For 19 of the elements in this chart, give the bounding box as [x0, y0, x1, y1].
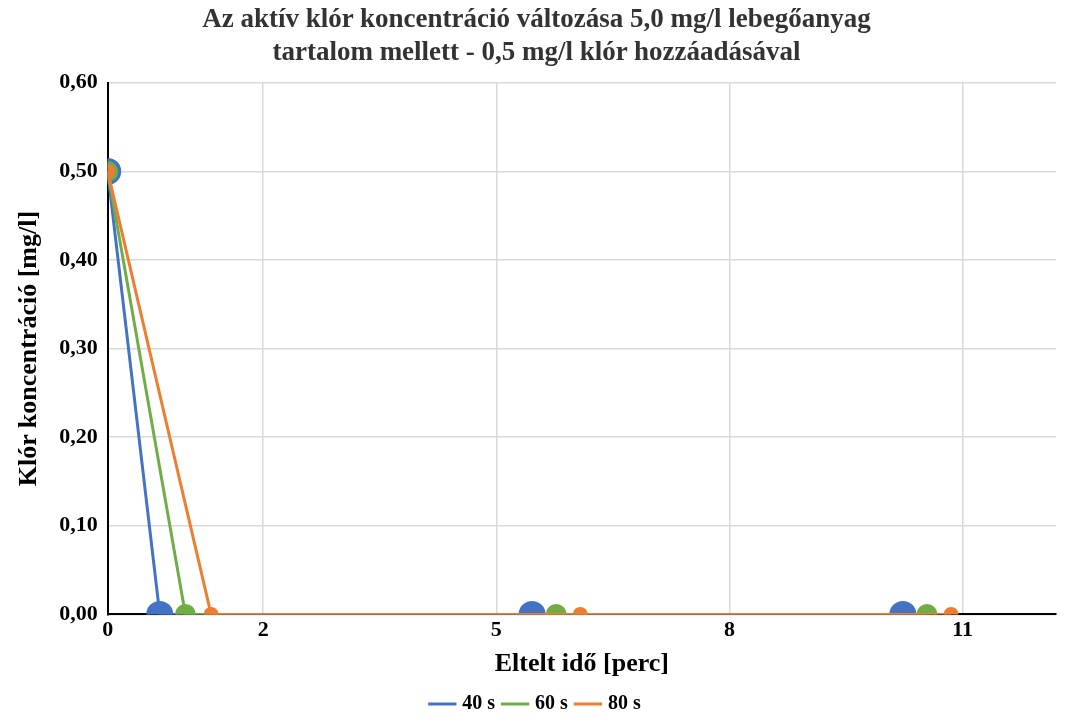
- y-tick-label: 0,60: [59, 68, 98, 94]
- y-tick-label: 0,50: [59, 157, 98, 183]
- text: Az aktív klór koncentráció változása 5,0 mg/l lebegőanyag: [202, 3, 871, 34]
- y-axis-title: Klór koncentráció [mg/l]: [13, 210, 43, 487]
- x-tick-label: 11: [952, 616, 974, 642]
- x-axis-title: Eltelt idő [perc]: [494, 648, 669, 678]
- legend-label: 40 s: [462, 691, 496, 714]
- x-tick-label: 2: [257, 616, 269, 642]
- y-tick-label: 0,30: [59, 334, 98, 360]
- y-tick-label: 0,00: [59, 600, 98, 626]
- text: tartalom mellett - 0,5 mg/l klór hozzáadásával: [272, 35, 801, 66]
- y-tick-label: 0,40: [59, 245, 98, 271]
- x-tick-label: 8: [724, 616, 736, 642]
- x-tick-label: 0: [102, 616, 114, 642]
- legend-label: 80 s: [607, 691, 641, 714]
- y-tick-label: 0,20: [59, 422, 98, 448]
- y-tick-label: 0,10: [59, 511, 98, 537]
- legend-label: 60 s: [535, 691, 569, 714]
- x-tick-label: 5: [490, 616, 502, 642]
